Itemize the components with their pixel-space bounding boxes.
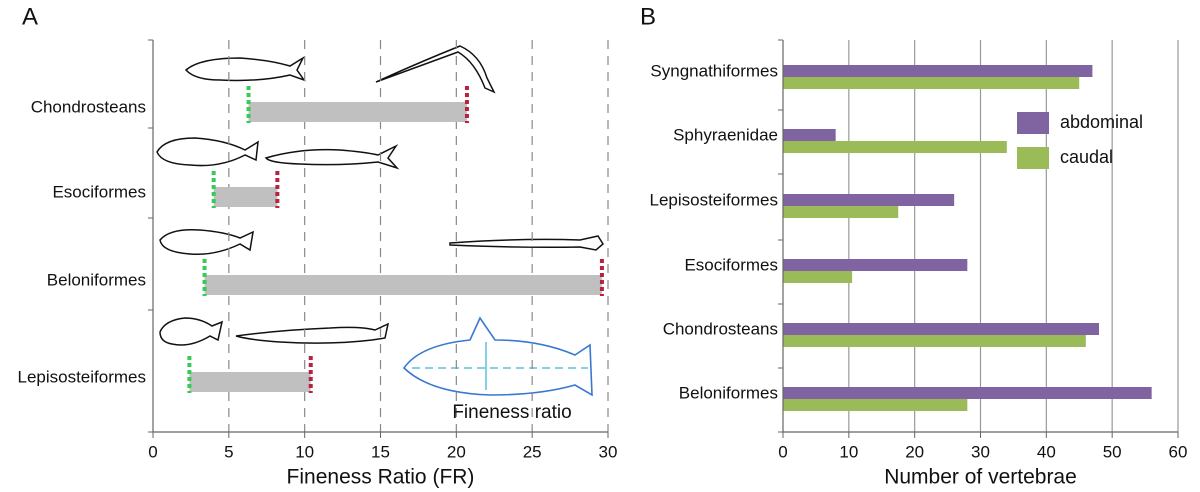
category-label: Syngnathiformes [650, 61, 778, 80]
x-tick-label: 20 [905, 442, 924, 461]
bar [783, 206, 899, 218]
annotation: Fineness ratio [452, 402, 571, 423]
legend-label: caudal [1060, 147, 1113, 167]
category-label: Lepisosteiformes [649, 190, 778, 209]
fish-icon [375, 45, 496, 94]
x-tick-label: 30 [599, 442, 618, 461]
range-bar [213, 187, 278, 207]
bar [783, 271, 853, 283]
bar [783, 399, 968, 411]
x-tick-label: 25 [523, 442, 542, 461]
x-axis-title: Number of vertebrae [884, 466, 1077, 489]
x-tick-label: 15 [371, 442, 390, 461]
fish-icon [264, 144, 400, 170]
x-tick-label: 20 [447, 442, 466, 461]
x-tick-label: 50 [1103, 442, 1122, 461]
category-label: Lepisosteiformes [17, 367, 146, 386]
annotation-fish [402, 316, 593, 397]
fish-icon [235, 322, 390, 344]
legend-swatch [1017, 112, 1049, 134]
category-label: Beloniformes [679, 383, 778, 402]
range-bar [248, 102, 467, 122]
x-axis-title: Fineness Ratio (FR) [287, 466, 475, 489]
x-tick-label: 10 [839, 442, 858, 461]
x-tick-label: 60 [1169, 442, 1188, 461]
x-tick-label: 10 [295, 442, 314, 461]
bar [783, 387, 1152, 399]
bar [783, 335, 1086, 347]
bar [783, 323, 1099, 335]
bar [783, 194, 955, 206]
range-bar [189, 372, 311, 392]
x-tick-label: 30 [971, 442, 990, 461]
bar [783, 77, 1080, 89]
category-label: Esociformes [684, 255, 778, 274]
fish-icon [449, 235, 604, 251]
category-label: Sphyraenidae [673, 125, 778, 144]
fish-drawings [156, 45, 604, 397]
range-bar [204, 275, 602, 295]
category-label: Esociformes [52, 182, 146, 201]
bar [783, 259, 968, 271]
x-tick-label: 0 [778, 442, 787, 461]
bar [783, 65, 1093, 77]
bar [783, 141, 1007, 153]
category-label: Chondrosteans [31, 97, 146, 116]
x-tick-label: 0 [148, 442, 157, 461]
fish-icon [156, 137, 259, 167]
fish-icon [159, 317, 224, 346]
category-label: Beloniformes [47, 270, 146, 289]
legend-label: abdominal [1060, 112, 1143, 132]
legend-swatch [1017, 147, 1049, 169]
panel-label: B [640, 3, 656, 30]
bar [783, 129, 836, 141]
fish-icon [184, 55, 306, 82]
x-tick-label: 5 [224, 442, 233, 461]
category-label: Chondrosteans [663, 319, 778, 338]
fish-icon [159, 228, 254, 256]
panel-label: A [22, 3, 38, 30]
x-tick-label: 40 [1037, 442, 1056, 461]
